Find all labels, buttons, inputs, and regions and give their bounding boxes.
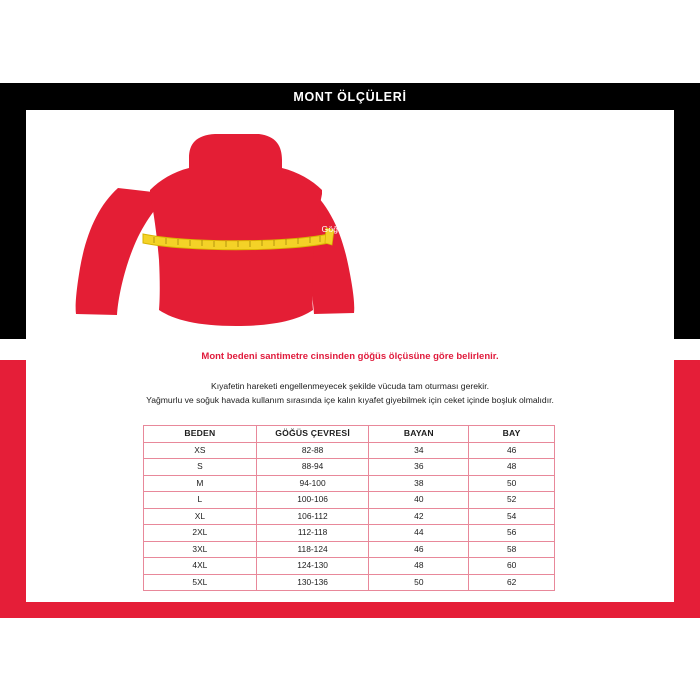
table-row: 2XL 112-118 44 56	[143, 524, 555, 542]
cell-beden: S	[143, 458, 257, 476]
cell-beden: 4XL	[143, 557, 257, 575]
table-header-row: BEDEN GÖĞÜS ÇEVRESİ BAYAN BAY	[143, 425, 555, 443]
cell-bay: 46	[468, 441, 555, 459]
cell-bayan: 50	[368, 573, 470, 591]
page-title: MONT ÖLÇÜLERİ	[293, 89, 407, 104]
fit-description-line-2: Yağmurlu ve soğuk havada kullanım sırası…	[146, 395, 554, 405]
cell-gogus-cevresi: 130-136	[255, 573, 370, 591]
cell-bayan: 42	[368, 507, 470, 525]
table-row: M 94-100 38 50	[143, 474, 555, 492]
cell-gogus-cevresi: 88-94	[255, 458, 370, 476]
cell-gogus-cevresi: 106-112	[255, 507, 370, 525]
fit-description-line-1: Kıyafetin hareketi engellenmeyecek şekil…	[210, 381, 489, 391]
cell-beden: M	[143, 474, 257, 492]
column-header-bayan: BAYAN	[368, 425, 470, 443]
cell-beden: 3XL	[143, 540, 257, 558]
table-row: 4XL 124-130 48 60	[143, 557, 555, 575]
cell-bay: 58	[468, 540, 555, 558]
cell-gogus-cevresi: 124-130	[255, 557, 370, 575]
cell-bayan: 44	[368, 524, 470, 542]
fit-description: Kıyafetin hareketi engellenmeyecek şekil…	[26, 379, 674, 407]
size-table-body: XS 82-88 34 46 S 88-94 36 48 M 94-100 38 50 L 100-106…	[143, 441, 555, 591]
table-row: L 100-106 40 52	[143, 491, 555, 509]
measuring-tape-end	[324, 227, 335, 246]
cell-bay: 48	[468, 458, 555, 476]
column-header-bay: BAY	[468, 425, 555, 443]
cell-bayan: 34	[368, 441, 470, 459]
measurement-note: Mont bedeni santimetre cinsinden göğüs ö…	[201, 351, 499, 362]
cell-gogus-cevresi: 94-100	[255, 474, 370, 492]
column-header-gogus-cevresi: GÖĞÜS ÇEVRESİ	[255, 425, 370, 443]
cell-bay: 56	[468, 524, 555, 542]
cell-bayan: 38	[368, 474, 470, 492]
size-table-container: BEDEN GÖĞÜS ÇEVRESİ BAYAN BAY XS 82-88 34 4…	[143, 425, 555, 591]
cell-bay: 54	[468, 507, 555, 525]
cell-beden: XS	[143, 441, 257, 459]
jacket-left-sleeve	[75, 188, 170, 315]
cell-gogus-cevresi: 112-118	[255, 524, 370, 542]
table-row: 3XL 118-124 46 58	[143, 540, 555, 558]
cell-beden: 5XL	[143, 573, 257, 591]
cell-bayan: 48	[368, 557, 470, 575]
cell-beden: L	[143, 491, 257, 509]
title-bar: MONT ÖLÇÜLERİ	[0, 83, 700, 110]
table-row: 5XL 130-136 50 62	[143, 573, 555, 591]
table-row: XS 82-88 34 46	[143, 441, 555, 459]
cell-gogus-cevresi: 82-88	[255, 441, 370, 459]
lower-content: Mont bedeni santimetre cinsinden göğüs ö…	[26, 346, 674, 602]
jacket-svg	[75, 134, 355, 326]
cell-bay: 52	[468, 491, 555, 509]
size-table: BEDEN GÖĞÜS ÇEVRESİ BAYAN BAY XS 82-88 34 4…	[143, 425, 555, 591]
cell-bay: 60	[468, 557, 555, 575]
cell-bayan: 40	[368, 491, 470, 509]
cell-beden: 2XL	[143, 524, 257, 542]
cell-gogus-cevresi: 100-106	[255, 491, 370, 509]
jacket-illustration: Göğüs çevresi	[26, 110, 674, 339]
cell-beden: XL	[143, 507, 257, 525]
cell-bayan: 36	[368, 458, 470, 476]
table-row: XL 106-112 42 54	[143, 507, 555, 525]
jacket-body	[150, 134, 322, 326]
table-row: S 88-94 36 48	[143, 458, 555, 476]
size-table-head: BEDEN GÖĞÜS ÇEVRESİ BAYAN BAY	[143, 425, 555, 443]
cell-gogus-cevresi: 118-124	[255, 540, 370, 558]
measuring-tape-ticks	[153, 236, 321, 247]
column-header-beden: BEDEN	[143, 425, 257, 443]
cell-bay: 62	[468, 573, 555, 591]
cell-bayan: 46	[368, 540, 470, 558]
cell-bay: 50	[468, 474, 555, 492]
